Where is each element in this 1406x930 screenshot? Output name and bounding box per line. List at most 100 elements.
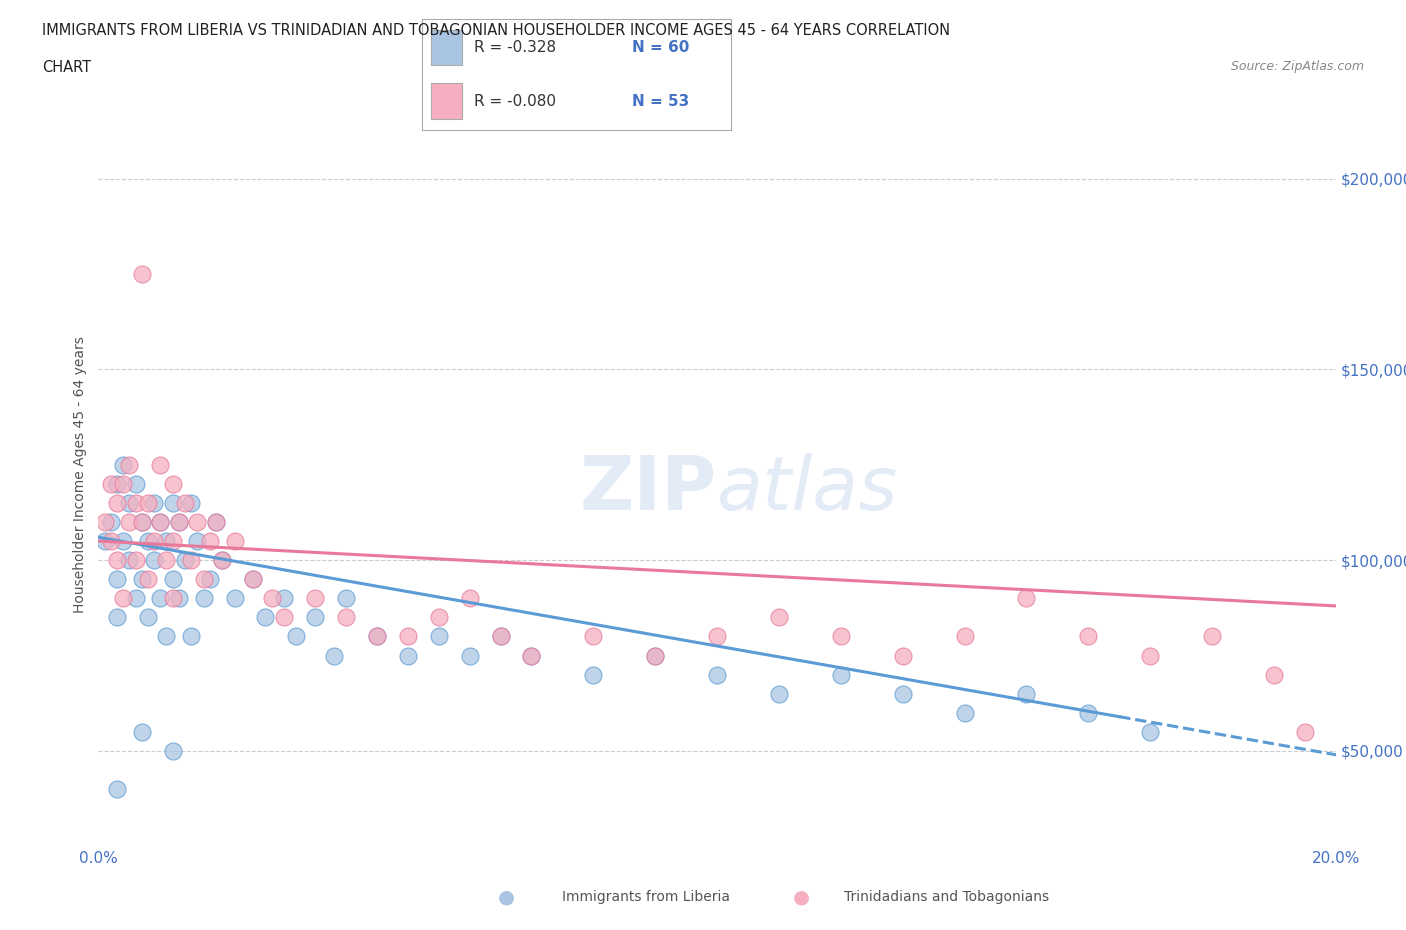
Point [706, 667, 728, 682]
Point [458, 648, 481, 663]
Point [273, 610, 295, 625]
Point [644, 648, 666, 663]
Point [458, 591, 481, 605]
Text: ●: ● [793, 888, 810, 907]
Point [830, 667, 852, 682]
Point [155, 534, 177, 549]
Point [768, 686, 790, 701]
Point [136, 610, 159, 625]
Point [180, 552, 202, 567]
Point [143, 496, 166, 511]
Point [131, 572, 153, 587]
Point [112, 458, 135, 472]
Text: ●: ● [498, 888, 515, 907]
Point [273, 591, 295, 605]
Point [105, 496, 128, 511]
Point [1139, 648, 1161, 663]
Point [1077, 629, 1099, 644]
Point [198, 534, 221, 549]
Point [105, 610, 128, 625]
Point [162, 743, 184, 758]
Point [105, 781, 128, 796]
Point [93, 514, 115, 529]
Point [167, 514, 190, 529]
Point [396, 648, 419, 663]
Point [520, 648, 543, 663]
Point [335, 610, 357, 625]
Point [174, 496, 197, 511]
Point [167, 514, 190, 529]
Point [174, 552, 197, 567]
Point [1294, 724, 1316, 739]
Point [167, 591, 190, 605]
Point [118, 496, 141, 511]
Point [953, 705, 976, 720]
Point [1263, 667, 1285, 682]
Point [155, 552, 177, 567]
Point [1139, 724, 1161, 739]
Point [768, 610, 790, 625]
Point [489, 629, 512, 644]
Point [489, 629, 512, 644]
Point [149, 591, 172, 605]
Point [143, 534, 166, 549]
Point [427, 610, 450, 625]
Point [162, 496, 184, 511]
Point [162, 534, 184, 549]
Point [242, 572, 264, 587]
Text: atlas: atlas [717, 453, 898, 525]
Point [1015, 591, 1038, 605]
Point [891, 648, 914, 663]
Point [155, 629, 177, 644]
Point [322, 648, 344, 663]
Point [100, 514, 122, 529]
Point [891, 686, 914, 701]
Point [335, 591, 357, 605]
Point [1201, 629, 1223, 644]
Text: IMMIGRANTS FROM LIBERIA VS TRINIDADIAN AND TOBAGONIAN HOUSEHOLDER INCOME AGES 45: IMMIGRANTS FROM LIBERIA VS TRINIDADIAN A… [42, 23, 950, 38]
Point [93, 534, 115, 549]
Point [198, 572, 221, 587]
Point [285, 629, 308, 644]
Text: Trinidadians and Tobagonians: Trinidadians and Tobagonians [844, 890, 1049, 905]
Point [131, 514, 153, 529]
Point [224, 534, 246, 549]
Point [242, 572, 264, 587]
Point [644, 648, 666, 663]
Point [136, 534, 159, 549]
Point [211, 552, 233, 567]
Point [118, 514, 141, 529]
Point [149, 458, 172, 472]
Point [124, 591, 146, 605]
Text: R = -0.328: R = -0.328 [474, 40, 557, 55]
Point [193, 572, 215, 587]
Point [366, 629, 388, 644]
Point [124, 496, 146, 511]
Point [830, 629, 852, 644]
Point [193, 591, 215, 605]
Text: R = -0.080: R = -0.080 [474, 94, 557, 109]
Point [118, 458, 141, 472]
Point [205, 514, 228, 529]
Point [112, 476, 135, 491]
Point [180, 629, 202, 644]
Bar [432, 30, 463, 65]
Point [211, 552, 233, 567]
Point [224, 591, 246, 605]
Point [186, 534, 208, 549]
Point [186, 514, 208, 529]
Point [149, 514, 172, 529]
Point [254, 610, 277, 625]
Point [131, 724, 153, 739]
Point [162, 572, 184, 587]
Text: ZIP: ZIP [579, 453, 717, 525]
Point [149, 514, 172, 529]
Text: CHART: CHART [42, 60, 91, 75]
Point [100, 476, 122, 491]
Point [136, 496, 159, 511]
Point [953, 629, 976, 644]
Point [112, 591, 135, 605]
Point [131, 514, 153, 529]
Point [112, 534, 135, 549]
Text: Source: ZipAtlas.com: Source: ZipAtlas.com [1230, 60, 1364, 73]
